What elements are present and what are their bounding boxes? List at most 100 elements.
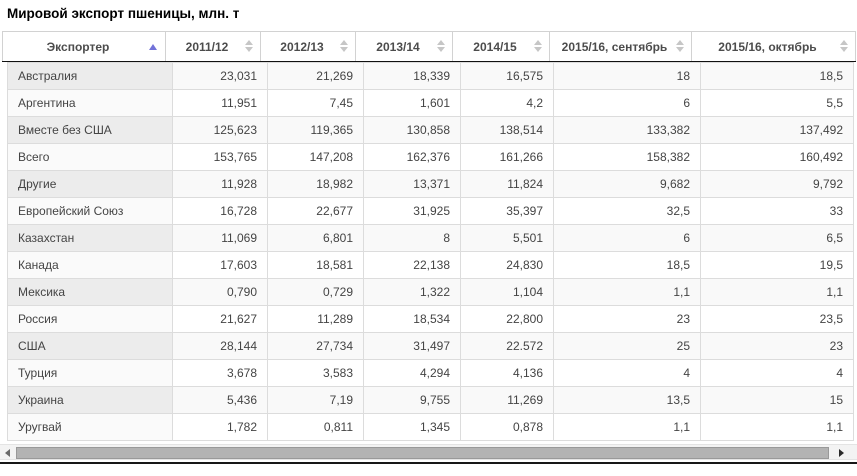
exporter-cell: Уругвай	[7, 413, 173, 441]
value-cell-2012-13: 18,581	[267, 251, 364, 279]
table-row: Другие 11,928 18,982 13,371 11,824 9,682 9,792	[7, 170, 854, 198]
table-row: Турция 3,678 3,583 4,294 4,136 4 4	[7, 359, 854, 387]
value-cell-2012-13: 7,19	[267, 386, 364, 414]
value-cell-2014-15: 22,800	[460, 305, 554, 333]
value-cell-2011-12: 3,678	[172, 359, 268, 387]
value-cell-2015-16-oct: 1,1	[700, 413, 854, 441]
value-cell-2013-14: 31,497	[363, 332, 461, 360]
sort-icons	[534, 39, 542, 52]
table-row: Украина 5,436 7,19 9,755 11,269 13,5 15	[7, 386, 854, 414]
value-cell-2013-14: 4,294	[363, 359, 461, 387]
sort-down-icon	[676, 46, 684, 52]
column-header-label: 2011/12	[185, 39, 229, 54]
value-cell-2014-15: 24,830	[460, 251, 554, 279]
scroll-right-arrow-icon[interactable]	[839, 449, 844, 457]
value-cell-2013-14: 1,345	[363, 413, 461, 441]
value-cell-2015-16-sep: 23	[553, 305, 701, 333]
value-cell-2015-16-oct: 19,5	[700, 251, 854, 279]
value-cell-2011-12: 23,031	[172, 62, 268, 90]
sort-icons	[245, 39, 253, 52]
value-cell-2015-16-sep: 13,5	[553, 386, 701, 414]
value-cell-2015-16-sep: 18	[553, 62, 701, 90]
value-cell-2014-15: 138,514	[460, 116, 554, 144]
value-cell-2012-13: 119,365	[267, 116, 364, 144]
exporter-cell: Австралия	[7, 62, 173, 90]
table-row: Уругвай 1,782 0,811 1,345 0,878 1,1 1,1	[7, 413, 854, 441]
value-cell-2015-16-oct: 18,5	[700, 62, 854, 90]
value-cell-2015-16-oct: 4	[700, 359, 854, 387]
horizontal-scrollbar[interactable]	[0, 444, 857, 460]
value-cell-2014-15: 4,2	[460, 89, 554, 117]
value-cell-2015-16-sep: 4	[553, 359, 701, 387]
value-cell-2012-13: 21,269	[267, 62, 364, 90]
value-cell-2015-16-oct: 6,5	[700, 224, 854, 252]
value-cell-2011-12: 5,436	[172, 386, 268, 414]
value-cell-2015-16-sep: 32,5	[553, 197, 701, 225]
value-cell-2015-16-oct: 1,1	[700, 278, 854, 306]
sort-ascending-icon	[149, 43, 157, 50]
value-cell-2012-13: 6,801	[267, 224, 364, 252]
table-body: Австралия 23,031 21,269 18,339 16,575 18 18,5 А…	[7, 62, 854, 441]
table-row: Казахстан 11,069 6,801 8 5,501 6 6,5	[7, 224, 854, 252]
sort-up-icon	[840, 39, 848, 45]
value-cell-2014-15: 5,501	[460, 224, 554, 252]
exporter-cell: Казахстан	[7, 224, 173, 252]
sort-icons	[840, 39, 848, 52]
column-header-2015-16-sep[interactable]: 2015/16, сентябрь	[549, 31, 692, 62]
value-cell-2015-16-sep: 133,382	[553, 116, 701, 144]
table-row: Всего 153,765 147,208 162,376 161,266 158,382…	[7, 143, 854, 171]
sort-down-icon	[534, 46, 542, 52]
sort-up-icon	[676, 39, 684, 45]
value-cell-2011-12: 21,627	[172, 305, 268, 333]
value-cell-2014-15: 35,397	[460, 197, 554, 225]
sort-up-icon	[437, 39, 445, 45]
table-header: Экспортер 2011/12 2012/13 2013/14 2014/15 201…	[2, 31, 856, 62]
value-cell-2012-13: 147,208	[267, 143, 364, 171]
column-header-label: 2013/14	[376, 39, 420, 54]
bottom-divider	[0, 462, 857, 464]
column-header-2012-13[interactable]: 2012/13	[260, 31, 356, 62]
value-cell-2014-15: 16,575	[460, 62, 554, 90]
column-header-2013-14[interactable]: 2013/14	[355, 31, 453, 62]
column-header-2015-16-oct[interactable]: 2015/16, октябрь	[691, 31, 856, 62]
table-row: США 28,144 27,734 31,497 22.572 25 23	[7, 332, 854, 360]
exporter-cell: Другие	[7, 170, 173, 198]
exporter-cell: США	[7, 332, 173, 360]
value-cell-2015-16-oct: 5,5	[700, 89, 854, 117]
value-cell-2015-16-sep: 1,1	[553, 278, 701, 306]
sort-up-icon	[245, 39, 253, 45]
exporter-cell: Вместе без США	[7, 116, 173, 144]
exporter-cell: Россия	[7, 305, 173, 333]
value-cell-2015-16-oct: 160,492	[700, 143, 854, 171]
value-cell-2014-15: 0,878	[460, 413, 554, 441]
value-cell-2014-15: 161,266	[460, 143, 554, 171]
value-cell-2012-13: 11,289	[267, 305, 364, 333]
value-cell-2015-16-sep: 1,1	[553, 413, 701, 441]
column-header-2011-12[interactable]: 2011/12	[165, 31, 261, 62]
scrollbar-thumb[interactable]	[16, 447, 829, 459]
data-table: Австралия 23,031 21,269 18,339 16,575 18 18,5 А…	[7, 62, 854, 441]
sort-down-icon	[437, 46, 445, 52]
column-header-exporter[interactable]: Экспортер	[2, 31, 166, 62]
sort-icons	[340, 39, 348, 52]
exporter-cell: Европейский Союз	[7, 197, 173, 225]
value-cell-2011-12: 11,928	[172, 170, 268, 198]
column-header-label: 2015/16, октябрь	[718, 39, 817, 54]
value-cell-2013-14: 22,138	[363, 251, 461, 279]
column-header-2014-15[interactable]: 2014/15	[452, 31, 550, 62]
value-cell-2015-16-sep: 25	[553, 332, 701, 360]
table-row: Аргентина 11,951 7,45 1,601 4,2 6 5,5	[7, 89, 854, 117]
scroll-left-arrow-icon[interactable]	[5, 449, 10, 457]
header-row: Экспортер 2011/12 2012/13 2013/14 2014/15 201…	[2, 31, 856, 62]
value-cell-2013-14: 31,925	[363, 197, 461, 225]
value-cell-2011-12: 0,790	[172, 278, 268, 306]
value-cell-2014-15: 4,136	[460, 359, 554, 387]
value-cell-2012-13: 22,677	[267, 197, 364, 225]
value-cell-2015-16-oct: 15	[700, 386, 854, 414]
value-cell-2015-16-sep: 9,682	[553, 170, 701, 198]
value-cell-2012-13: 18,982	[267, 170, 364, 198]
value-cell-2015-16-sep: 18,5	[553, 251, 701, 279]
value-cell-2011-12: 1,782	[172, 413, 268, 441]
sort-icons	[676, 39, 684, 52]
value-cell-2014-15: 1,104	[460, 278, 554, 306]
